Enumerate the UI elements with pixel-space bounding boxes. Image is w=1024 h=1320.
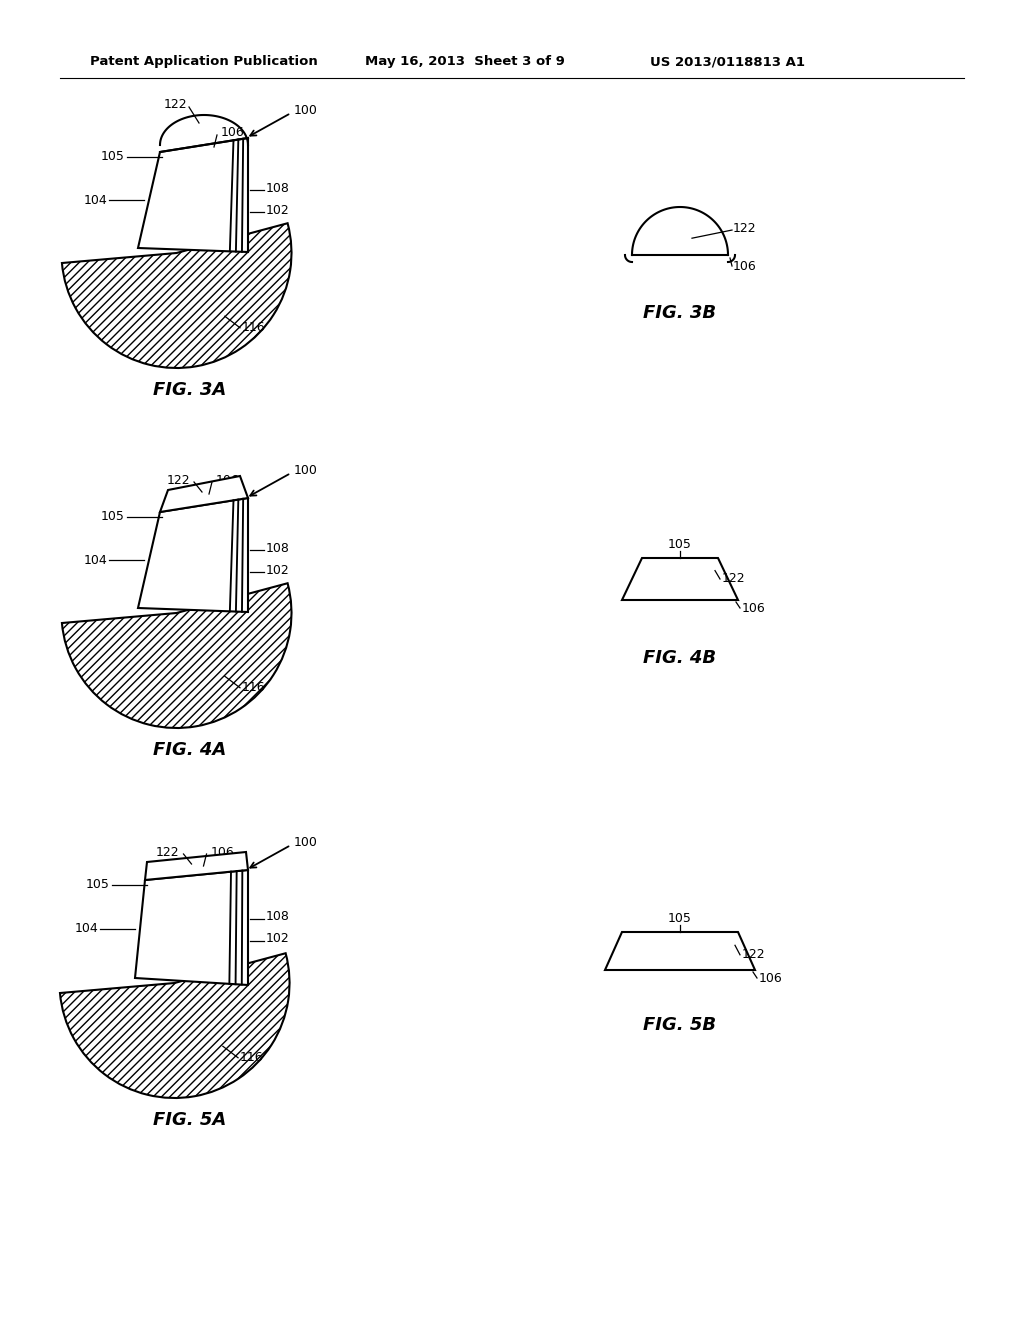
Text: 105: 105 — [101, 511, 125, 524]
Text: 116: 116 — [242, 681, 265, 694]
Text: Patent Application Publication: Patent Application Publication — [90, 55, 317, 69]
Wedge shape — [61, 223, 292, 368]
Text: 108: 108 — [266, 181, 290, 194]
Text: 108: 108 — [266, 541, 290, 554]
Text: 105: 105 — [668, 537, 692, 550]
Text: 106: 106 — [742, 602, 766, 615]
Polygon shape — [160, 477, 248, 512]
Text: FIG. 4B: FIG. 4B — [643, 649, 717, 667]
Text: 105: 105 — [86, 879, 110, 891]
Text: FIG. 3A: FIG. 3A — [154, 381, 226, 399]
Text: FIG. 5A: FIG. 5A — [154, 1111, 226, 1129]
Text: 116: 116 — [240, 1051, 263, 1064]
Text: 116: 116 — [242, 321, 265, 334]
Polygon shape — [138, 139, 248, 252]
Text: 102: 102 — [266, 932, 290, 945]
Text: 122: 122 — [156, 846, 179, 858]
Text: US 2013/0118813 A1: US 2013/0118813 A1 — [650, 55, 805, 69]
Wedge shape — [61, 583, 292, 729]
Wedge shape — [60, 953, 290, 1098]
Text: 105: 105 — [101, 150, 125, 164]
Polygon shape — [145, 851, 248, 880]
Text: 106: 106 — [759, 972, 782, 985]
Text: May 16, 2013  Sheet 3 of 9: May 16, 2013 Sheet 3 of 9 — [365, 55, 565, 69]
Text: FIG. 5B: FIG. 5B — [643, 1016, 717, 1034]
Text: 105: 105 — [668, 912, 692, 924]
Text: 122: 122 — [733, 222, 757, 235]
Text: 102: 102 — [266, 203, 290, 216]
Text: FIG. 3B: FIG. 3B — [643, 304, 717, 322]
Text: 106: 106 — [211, 846, 234, 858]
Text: 106: 106 — [221, 127, 245, 140]
Polygon shape — [135, 870, 248, 985]
Text: 106: 106 — [733, 260, 757, 273]
Text: 100: 100 — [294, 837, 317, 850]
Text: 122: 122 — [164, 99, 187, 111]
Text: 122: 122 — [742, 948, 766, 961]
Text: 108: 108 — [266, 911, 290, 924]
Text: 104: 104 — [75, 923, 98, 936]
Text: 102: 102 — [266, 564, 290, 577]
Text: 104: 104 — [83, 553, 106, 566]
Text: 106: 106 — [216, 474, 240, 487]
Text: 100: 100 — [294, 104, 317, 117]
Polygon shape — [605, 932, 755, 970]
Text: 122: 122 — [722, 573, 745, 586]
Polygon shape — [138, 498, 248, 612]
Text: 100: 100 — [294, 465, 317, 478]
Polygon shape — [622, 558, 738, 601]
Text: 104: 104 — [83, 194, 106, 206]
Text: 122: 122 — [166, 474, 190, 487]
Text: FIG. 4A: FIG. 4A — [154, 741, 226, 759]
